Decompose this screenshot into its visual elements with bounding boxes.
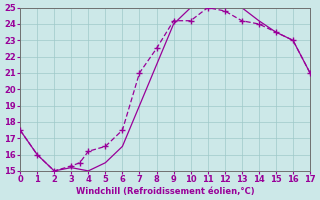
- X-axis label: Windchill (Refroidissement éolien,°C): Windchill (Refroidissement éolien,°C): [76, 187, 254, 196]
